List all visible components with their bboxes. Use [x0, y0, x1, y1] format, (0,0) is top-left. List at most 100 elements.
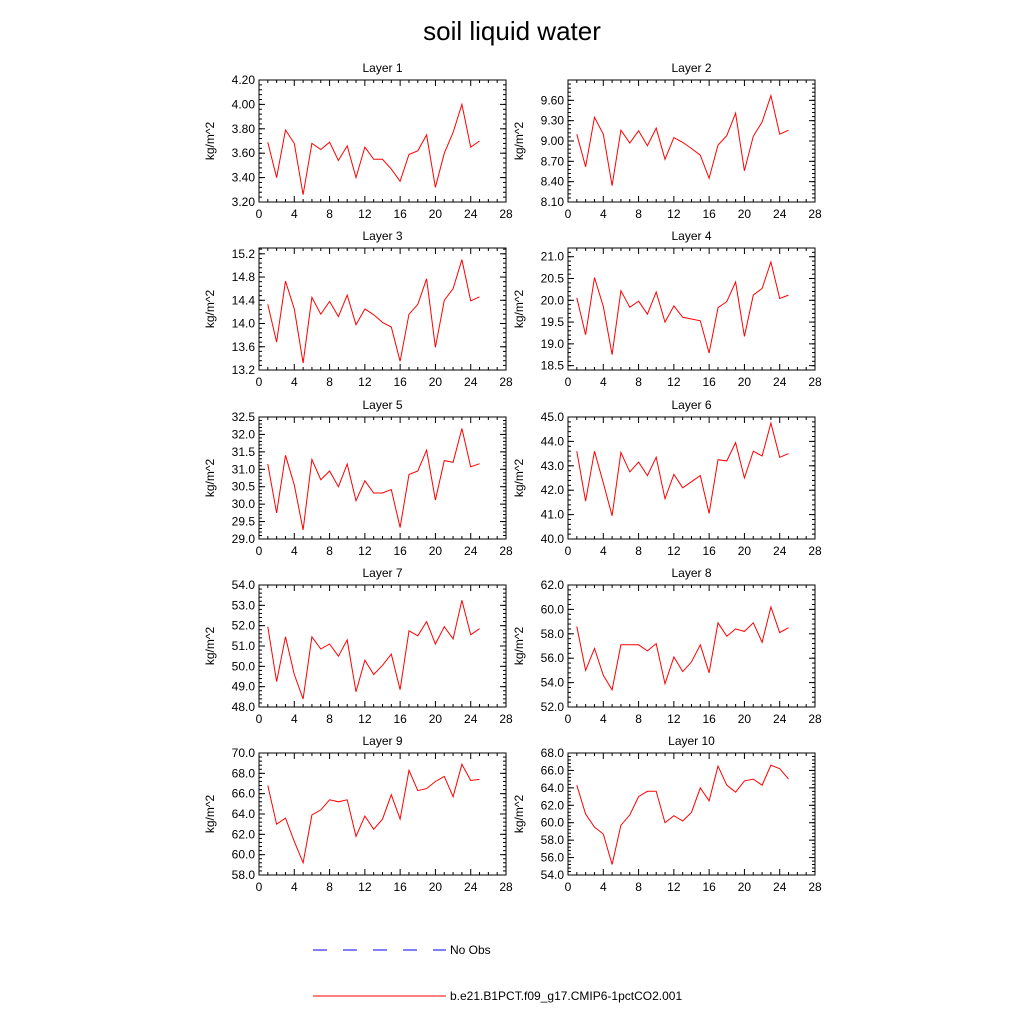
- y-tick-label: 42.0: [541, 483, 565, 497]
- x-tick-label: 0: [256, 544, 263, 558]
- y-axis-label: kg/m^2: [512, 290, 526, 329]
- x-tick-label: 12: [358, 880, 372, 894]
- x-tick-label: 12: [667, 544, 681, 558]
- y-tick-label: 56.0: [541, 851, 565, 865]
- y-tick-label: 44.0: [541, 434, 565, 448]
- x-tick-label: 16: [393, 207, 407, 221]
- x-tick-label: 8: [326, 207, 333, 221]
- x-tick-label: 0: [256, 712, 263, 726]
- y-tick-label: 29.0: [232, 532, 256, 546]
- y-tick-label: 3.40: [232, 171, 256, 185]
- panel-8: Layer 8 0 4 8 12 16 20 24 28 52.0 54.0 56.0 58.0 60.0…: [512, 566, 822, 726]
- x-tick-label: 28: [808, 375, 822, 389]
- x-tick-label: 8: [326, 544, 333, 558]
- y-tick-label: 54.0: [541, 868, 565, 882]
- panel-title: Layer 9: [362, 734, 402, 748]
- x-tick-label: 16: [702, 207, 716, 221]
- x-tick-label: 4: [291, 880, 298, 894]
- x-tick-label: 12: [358, 544, 372, 558]
- x-tick-label: 0: [565, 375, 572, 389]
- x-tick-label: 20: [738, 880, 752, 894]
- y-tick-label: 49.0: [232, 680, 256, 694]
- y-tick-label: 8.40: [541, 175, 565, 189]
- y-tick-label: 21.0: [541, 250, 565, 264]
- y-tick-label: 19.5: [541, 315, 565, 329]
- x-tick-label: 28: [499, 375, 513, 389]
- y-tick-label: 29.5: [232, 515, 256, 529]
- plot-frame: [567, 752, 816, 876]
- x-tick-label: 20: [738, 712, 752, 726]
- x-tick-label: 16: [702, 880, 716, 894]
- x-tick-label: 8: [326, 712, 333, 726]
- y-tick-label: 58.0: [232, 868, 256, 882]
- x-tick-label: 8: [635, 375, 642, 389]
- y-tick-label: 40.0: [541, 532, 565, 546]
- x-tick-label: 20: [429, 880, 443, 894]
- x-tick-label: 24: [773, 544, 787, 558]
- x-tick-label: 12: [667, 880, 681, 894]
- x-tick-label: 28: [499, 880, 513, 894]
- y-tick-label: 9.00: [541, 134, 565, 148]
- plot-frame: [258, 584, 507, 708]
- panel-title: Layer 4: [671, 229, 711, 243]
- x-tick-label: 0: [256, 880, 263, 894]
- x-tick-label: 20: [738, 375, 752, 389]
- x-tick-label: 24: [464, 712, 478, 726]
- y-tick-label: 54.0: [541, 676, 565, 690]
- x-tick-label: 24: [773, 712, 787, 726]
- x-tick-label: 4: [600, 544, 607, 558]
- x-tick-label: 16: [702, 712, 716, 726]
- panel-title: Layer 6: [671, 398, 711, 412]
- x-tick-label: 28: [808, 712, 822, 726]
- y-tick-label: 70.0: [232, 746, 256, 760]
- series-line: [576, 764, 789, 865]
- x-tick-label: 4: [291, 544, 298, 558]
- panel-2: Layer 2 0 4 8 12 16 20 24 28 8.10 8.40 8.70 9.00 9.30…: [512, 61, 822, 221]
- y-tick-label: 32.0: [232, 427, 256, 441]
- x-tick-label: 4: [291, 207, 298, 221]
- x-tick-label: 16: [393, 375, 407, 389]
- x-tick-label: 0: [256, 207, 263, 221]
- y-tick-label: 62.0: [541, 578, 565, 592]
- y-tick-label: 48.0: [232, 700, 256, 714]
- x-tick-label: 28: [499, 544, 513, 558]
- x-tick-label: 16: [702, 375, 716, 389]
- x-tick-label: 12: [358, 712, 372, 726]
- y-axis-label: kg/m^2: [203, 627, 217, 666]
- y-tick-label: 32.5: [232, 410, 256, 424]
- y-axis-label: kg/m^2: [512, 459, 526, 498]
- x-tick-label: 4: [600, 880, 607, 894]
- panel-title: Layer 5: [362, 398, 402, 412]
- x-tick-label: 28: [808, 544, 822, 558]
- panel-10: Layer 10 0 4 8 12 16 20 24 28 54.0 56.0 58.0 60.0 62.…: [512, 734, 822, 894]
- y-tick-label: 9.30: [541, 114, 565, 128]
- series-line: [267, 428, 480, 530]
- panel-9: Layer 9 0 4 8 12 16 20 24 28 58.0 60.0 62.0 64.0 66.0…: [203, 734, 513, 894]
- x-tick-label: 20: [738, 544, 752, 558]
- series-line: [267, 102, 480, 195]
- y-tick-label: 60.0: [541, 816, 565, 830]
- y-tick-label: 8.10: [541, 195, 565, 209]
- y-tick-label: 9.60: [541, 93, 565, 107]
- y-axis-label: kg/m^2: [203, 122, 217, 161]
- y-tick-label: 43.0: [541, 459, 565, 473]
- y-tick-label: 31.0: [232, 462, 256, 476]
- y-tick-label: 31.5: [232, 445, 256, 459]
- x-tick-label: 12: [358, 207, 372, 221]
- panel-title: Layer 7: [362, 566, 402, 580]
- x-tick-label: 12: [358, 375, 372, 389]
- panel-title: Layer 10: [668, 734, 715, 748]
- x-tick-label: 4: [600, 712, 607, 726]
- x-tick-label: 12: [667, 207, 681, 221]
- x-tick-label: 28: [808, 207, 822, 221]
- panel-3: Layer 3 0 4 8 12 16 20 24 28 13.2 13.6 14.0 14.4 14.8…: [203, 229, 513, 389]
- x-tick-label: 24: [464, 544, 478, 558]
- y-tick-label: 66.0: [541, 763, 565, 777]
- y-tick-label: 3.20: [232, 195, 256, 209]
- x-tick-label: 0: [565, 712, 572, 726]
- plot-frame: [567, 247, 816, 371]
- y-tick-label: 41.0: [541, 508, 565, 522]
- y-tick-label: 51.0: [232, 639, 256, 653]
- x-tick-label: 20: [429, 712, 443, 726]
- y-tick-label: 8.70: [541, 154, 565, 168]
